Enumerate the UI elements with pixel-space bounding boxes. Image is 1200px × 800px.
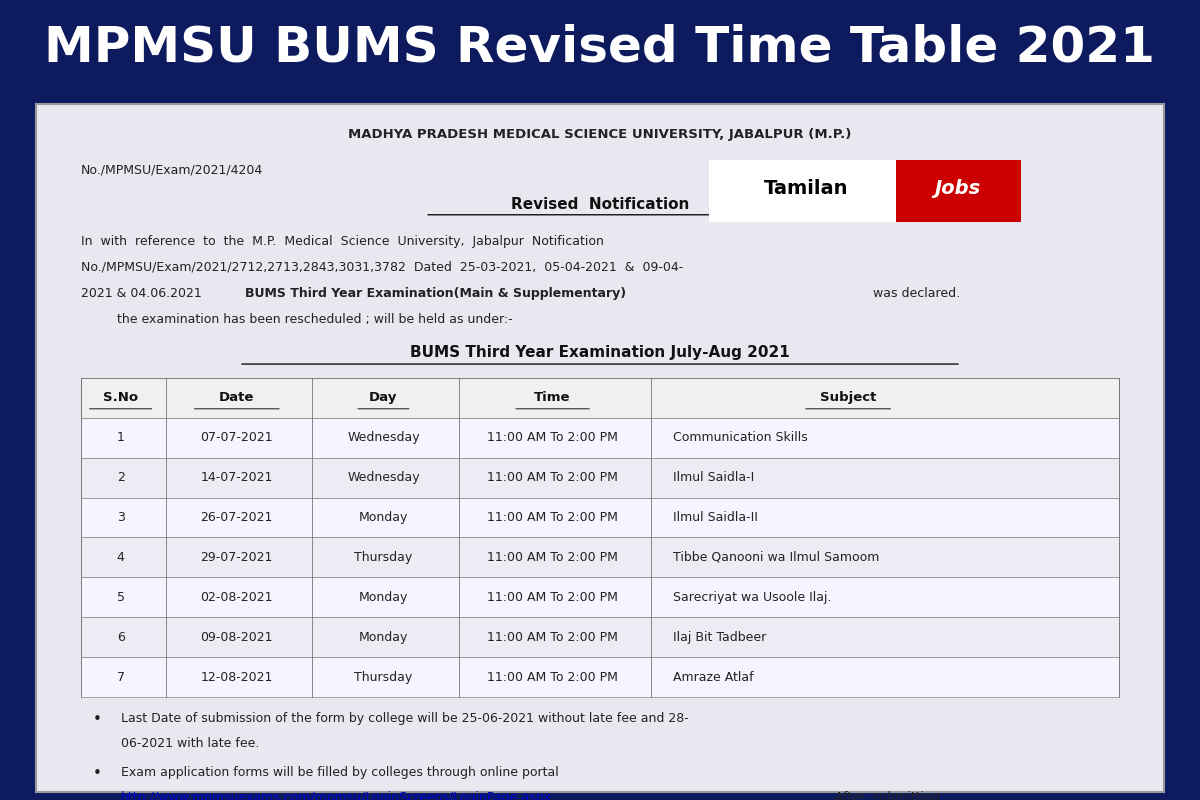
Text: 3: 3 [116,511,125,524]
Text: Wednesday: Wednesday [347,471,420,484]
FancyBboxPatch shape [709,160,902,222]
Text: was declared.: was declared. [865,287,960,300]
Text: 11:00 AM To 2:00 PM: 11:00 AM To 2:00 PM [487,511,618,524]
Text: Date: Date [220,391,254,404]
Text: 26-07-2021: 26-07-2021 [200,511,272,524]
Text: the examination has been rescheduled ; will be held as under:-: the examination has been rescheduled ; w… [82,313,512,326]
Text: BUMS Third Year Examination July-Aug 2021: BUMS Third Year Examination July-Aug 202… [410,345,790,360]
Text: Monday: Monday [359,511,408,524]
Text: No./MPMSU/Exam/2021/2712,2713,2843,3031,3782  Dated  25-03-2021,  05-04-2021  & : No./MPMSU/Exam/2021/2712,2713,2843,3031,… [82,261,683,274]
Text: Tibbe Qanooni wa Ilmul Samoom: Tibbe Qanooni wa Ilmul Samoom [673,551,880,564]
Text: 02-08-2021: 02-08-2021 [200,590,274,604]
Text: •: • [92,712,101,727]
FancyBboxPatch shape [36,104,1164,792]
Text: 11:00 AM To 2:00 PM: 11:00 AM To 2:00 PM [487,431,618,444]
Text: Subject: Subject [820,391,876,404]
FancyBboxPatch shape [895,160,1021,222]
Text: Monday: Monday [359,630,408,644]
Text: •: • [92,766,101,781]
Text: .  After  submitting: . After submitting [823,790,941,800]
Text: Time: Time [534,391,571,404]
Text: 11:00 AM To 2:00 PM: 11:00 AM To 2:00 PM [487,630,618,644]
Text: In  with  reference  to  the  M.P.  Medical  Science  University,  Jabalpur  Not: In with reference to the M.P. Medical Sc… [82,234,604,248]
Text: Revised  Notification: Revised Notification [511,197,689,212]
Text: S.No: S.No [103,391,138,404]
Text: 7: 7 [116,670,125,684]
Text: Tamilan: Tamilan [763,178,848,198]
Text: Day: Day [370,391,397,404]
Text: Last Date of submission of the form by college will be 25-06-2021 without late f: Last Date of submission of the form by c… [120,712,689,725]
Text: http://www.mpmsuexams.com/mpmsu/LoginScreens/LoginPage.aspx: http://www.mpmsuexams.com/mpmsu/LoginScr… [120,790,552,800]
FancyBboxPatch shape [82,498,1118,538]
Text: 2021 & 04.06.2021: 2021 & 04.06.2021 [82,287,206,300]
FancyBboxPatch shape [82,657,1118,697]
Text: Sarecriyat wa Usoole Ilaj.: Sarecriyat wa Usoole Ilaj. [673,590,832,604]
Text: Amraze Atlaf: Amraze Atlaf [673,670,754,684]
Text: Communication Skills: Communication Skills [673,431,808,444]
Text: Thursday: Thursday [354,670,413,684]
FancyBboxPatch shape [82,538,1118,578]
Text: MADHYA PRADESH MEDICAL SCIENCE UNIVERSITY, JABALPUR (M.P.): MADHYA PRADESH MEDICAL SCIENCE UNIVERSIT… [348,128,852,141]
Text: 11:00 AM To 2:00 PM: 11:00 AM To 2:00 PM [487,471,618,484]
Text: 2: 2 [116,471,125,484]
Text: Thursday: Thursday [354,551,413,564]
Text: Jobs: Jobs [935,178,980,198]
Text: MPMSU BUMS Revised Time Table 2021: MPMSU BUMS Revised Time Table 2021 [44,24,1156,72]
FancyBboxPatch shape [82,578,1118,618]
FancyBboxPatch shape [82,618,1118,657]
Text: 6: 6 [116,630,125,644]
Text: 09-08-2021: 09-08-2021 [200,630,274,644]
Text: Wednesday: Wednesday [347,431,420,444]
Text: Ilmul Saidla-I: Ilmul Saidla-I [673,471,755,484]
Text: 11:00 AM To 2:00 PM: 11:00 AM To 2:00 PM [487,551,618,564]
Text: Ilmul Saidla-II: Ilmul Saidla-II [673,511,758,524]
Text: Ilaj Bit Tadbeer: Ilaj Bit Tadbeer [673,630,767,644]
Text: 07-07-2021: 07-07-2021 [200,431,274,444]
FancyBboxPatch shape [82,418,1118,458]
Text: 14-07-2021: 14-07-2021 [200,471,272,484]
Text: 06-2021 with late fee.: 06-2021 with late fee. [120,737,259,750]
Text: 29-07-2021: 29-07-2021 [200,551,272,564]
Text: 11:00 AM To 2:00 PM: 11:00 AM To 2:00 PM [487,670,618,684]
Text: BUMS Third Year Examination(Main & Supplementary): BUMS Third Year Examination(Main & Suppl… [245,287,626,300]
FancyBboxPatch shape [82,378,1118,418]
Text: 12-08-2021: 12-08-2021 [200,670,272,684]
Text: No./MPMSU/Exam/2021/4204: No./MPMSU/Exam/2021/4204 [82,164,263,177]
Text: 4: 4 [116,551,125,564]
Text: 1: 1 [116,431,125,444]
Text: 5: 5 [116,590,125,604]
Text: Exam application forms will be filled by colleges through online portal: Exam application forms will be filled by… [120,766,558,779]
Text: Monday: Monday [359,590,408,604]
Text: 11:00 AM To 2:00 PM: 11:00 AM To 2:00 PM [487,590,618,604]
FancyBboxPatch shape [82,458,1118,498]
